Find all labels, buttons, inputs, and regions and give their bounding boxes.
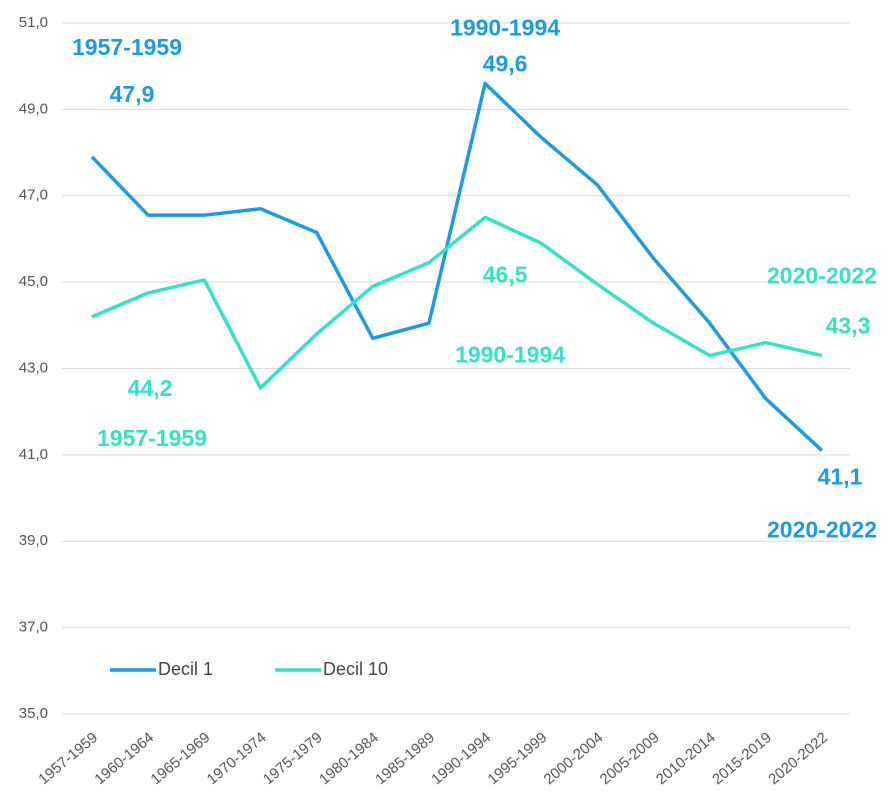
data-label: 49,6 — [483, 51, 528, 77]
data-label: 43,3 — [826, 313, 871, 339]
y-tick-label: 49,0 — [19, 100, 48, 117]
x-tick-label: 1965-1969 — [148, 729, 214, 788]
legend-label: Decil 1 — [158, 659, 213, 679]
category-annotation: 2020-2022 — [767, 517, 877, 543]
x-tick-label: 1957-1959 — [35, 729, 101, 788]
x-tick-label: 1980-1984 — [316, 729, 382, 788]
x-tick-label: 2015-2019 — [709, 729, 775, 788]
x-tick-label: 2020-2022 — [765, 729, 831, 788]
y-tick-label: 39,0 — [19, 532, 48, 549]
y-tick-label: 43,0 — [19, 359, 48, 376]
x-tick-label: 1995-1999 — [484, 729, 550, 788]
category-annotation: 2020-2022 — [767, 263, 877, 289]
data-label: 46,5 — [483, 261, 528, 287]
series-line — [90, 81, 824, 452]
category-annotation: 1990-1994 — [450, 15, 560, 41]
legend-label: Decil 10 — [323, 659, 388, 679]
y-tick-label: 45,0 — [19, 273, 48, 290]
y-tick-label: 35,0 — [19, 705, 48, 722]
y-tick-label: 51,0 — [19, 14, 48, 31]
x-tick-label: 1960-1964 — [91, 729, 157, 788]
series-line — [91, 215, 823, 390]
y-tick-label: 47,0 — [19, 187, 48, 204]
category-annotation: 1957-1959 — [72, 34, 182, 60]
x-tick-label: 1985-1989 — [372, 729, 438, 788]
data-label: 41,1 — [818, 464, 863, 490]
data-label: 44,2 — [128, 375, 173, 401]
category-annotation: 1957-1959 — [97, 425, 207, 451]
x-tick-label: 1975-1979 — [260, 729, 326, 788]
x-tick-label: 1970-1974 — [204, 729, 270, 788]
category-annotation: 1990-1994 — [455, 341, 565, 367]
y-tick-label: 41,0 — [19, 446, 48, 463]
x-tick-label: 1990-1994 — [428, 729, 494, 788]
x-tick-label: 2000-2004 — [541, 729, 607, 788]
x-tick-label: 2005-2009 — [597, 729, 663, 788]
x-tick-label: 2010-2014 — [653, 729, 719, 788]
y-tick-label: 37,0 — [19, 619, 48, 636]
data-label: 47,9 — [110, 81, 155, 107]
